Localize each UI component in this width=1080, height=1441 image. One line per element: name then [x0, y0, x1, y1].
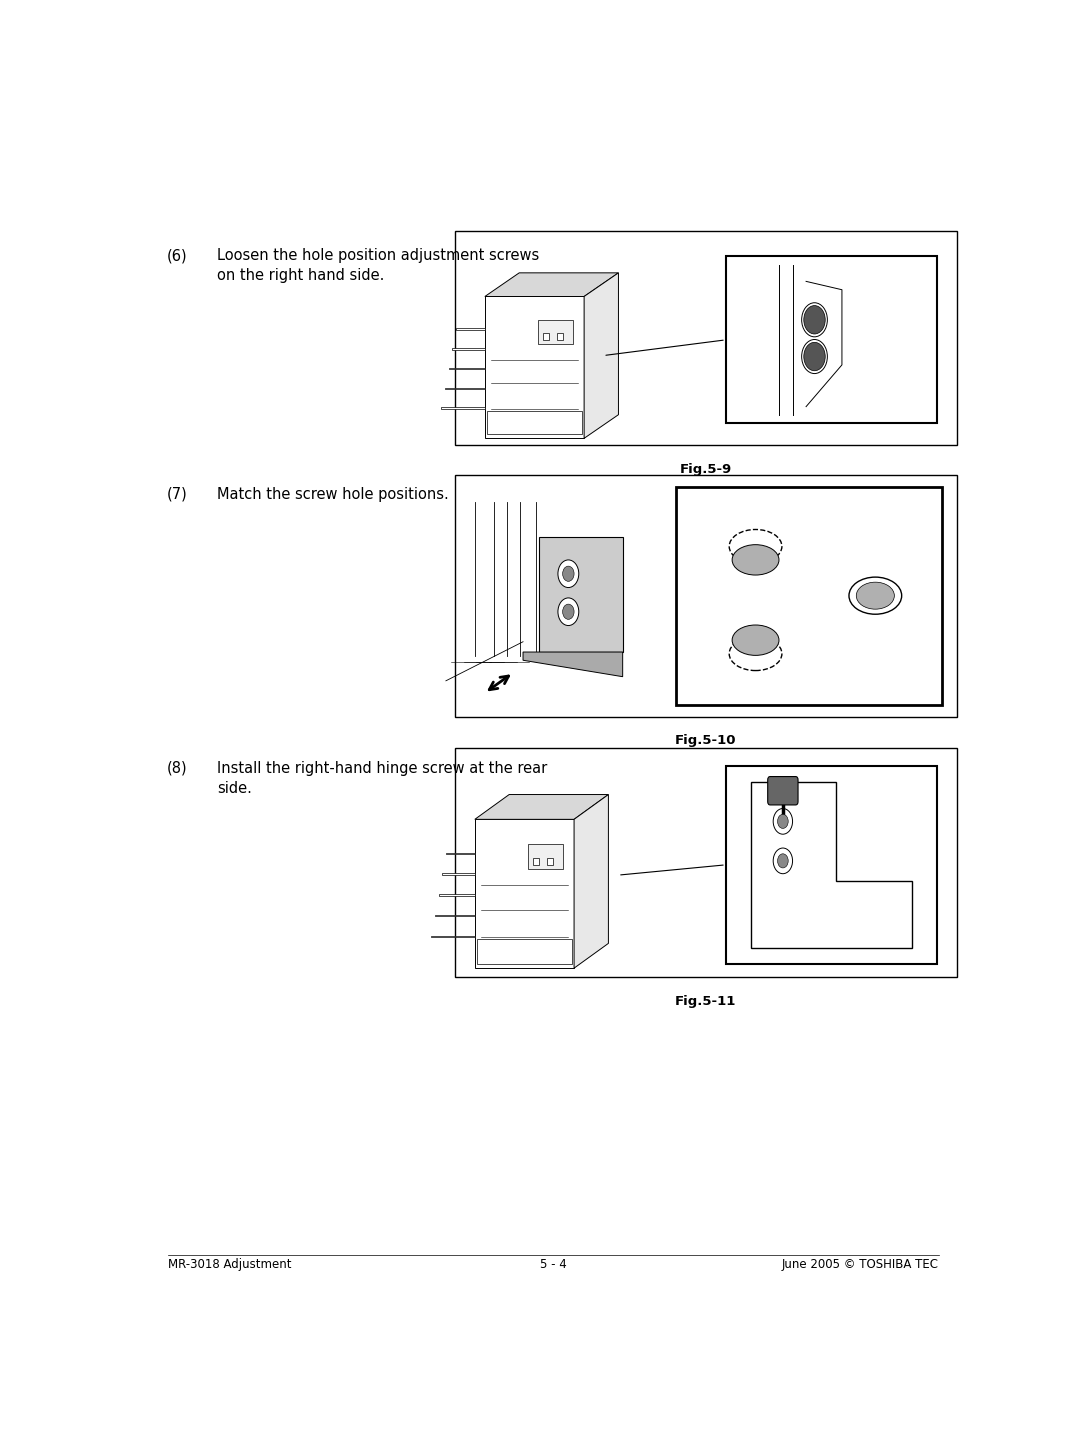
Text: (8): (8)	[166, 761, 188, 777]
Bar	[726, 767, 936, 964]
Polygon shape	[584, 272, 619, 438]
Circle shape	[778, 814, 788, 829]
Polygon shape	[475, 794, 608, 820]
Circle shape	[801, 340, 827, 373]
Bar	[726, 256, 936, 424]
Text: Fig.5-11: Fig.5-11	[675, 996, 737, 1009]
Polygon shape	[445, 388, 485, 389]
Text: Loosen the hole position adjustment screws
on the right hand side.: Loosen the hole position adjustment scre…	[217, 248, 539, 284]
Text: (7): (7)	[166, 487, 188, 501]
Polygon shape	[446, 853, 475, 855]
Bar	[528, 844, 563, 869]
Text: Fig.5-10: Fig.5-10	[675, 735, 737, 748]
Bar	[538, 320, 572, 344]
Circle shape	[804, 343, 825, 370]
Bar	[557, 333, 563, 340]
Circle shape	[804, 305, 825, 334]
Bar	[543, 333, 549, 340]
Bar	[548, 857, 553, 865]
Text: MR-3018 Adjustment: MR-3018 Adjustment	[168, 1258, 292, 1271]
Bar	[485, 297, 584, 438]
Polygon shape	[456, 329, 485, 330]
Circle shape	[773, 847, 793, 873]
Text: (6): (6)	[166, 248, 188, 264]
Bar	[534, 857, 539, 865]
Circle shape	[801, 303, 827, 337]
Bar	[487, 411, 582, 434]
Polygon shape	[441, 408, 485, 409]
Text: Install the right-hand hinge screw at the rear
side.: Install the right-hand hinge screw at th…	[217, 761, 548, 795]
Polygon shape	[485, 272, 619, 297]
Polygon shape	[443, 873, 475, 875]
Bar	[455, 231, 957, 445]
Circle shape	[558, 598, 579, 625]
Polygon shape	[453, 349, 485, 350]
Ellipse shape	[856, 582, 894, 610]
Circle shape	[558, 561, 579, 588]
Circle shape	[778, 855, 788, 867]
Polygon shape	[575, 794, 608, 968]
Circle shape	[563, 604, 575, 620]
Circle shape	[563, 566, 575, 581]
Ellipse shape	[849, 576, 902, 614]
Bar	[539, 537, 623, 651]
Bar	[475, 820, 575, 968]
Text: June 2005 © TOSHIBA TEC: June 2005 © TOSHIBA TEC	[782, 1258, 939, 1271]
Bar	[476, 940, 572, 964]
Text: Fig.5-9: Fig.5-9	[679, 463, 732, 476]
Polygon shape	[438, 895, 475, 896]
Bar	[455, 474, 957, 716]
Text: 5 - 4: 5 - 4	[540, 1258, 567, 1271]
Circle shape	[773, 808, 793, 834]
Ellipse shape	[732, 545, 779, 575]
FancyBboxPatch shape	[768, 777, 798, 806]
Polygon shape	[431, 935, 475, 937]
Polygon shape	[448, 367, 485, 369]
Polygon shape	[523, 651, 623, 677]
Text: Match the screw hole positions.: Match the screw hole positions.	[217, 487, 449, 501]
Bar	[455, 748, 957, 977]
Polygon shape	[435, 915, 475, 916]
Ellipse shape	[732, 625, 779, 656]
Bar	[676, 487, 942, 705]
